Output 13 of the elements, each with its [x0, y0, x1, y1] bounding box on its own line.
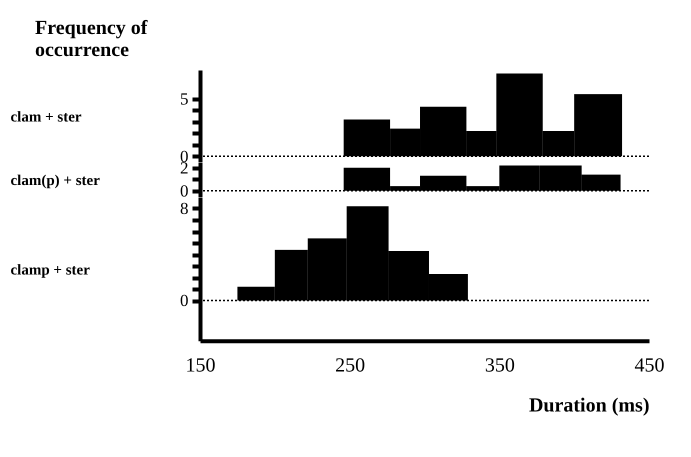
- y-tick-label: 5: [180, 89, 188, 108]
- x-tick-label: 450: [634, 354, 664, 376]
- y-axis-title: clam(p) + ster: [10, 172, 100, 189]
- x-tick-label: 150: [186, 354, 216, 376]
- x-tick-label: 350: [484, 354, 515, 376]
- y-tick-label: 0: [180, 181, 188, 200]
- y-axis-title: clam + ster: [10, 110, 82, 126]
- y-tick-label: 0: [180, 290, 188, 310]
- y-axis-title: clamp + ster: [10, 262, 90, 278]
- y-tick-label: 8: [180, 198, 188, 218]
- x-axis-title: Duration (ms): [528, 394, 650, 416]
- chart-title: Frequency of occurrence: [35, 17, 148, 61]
- x-tick-label: 250: [335, 354, 366, 376]
